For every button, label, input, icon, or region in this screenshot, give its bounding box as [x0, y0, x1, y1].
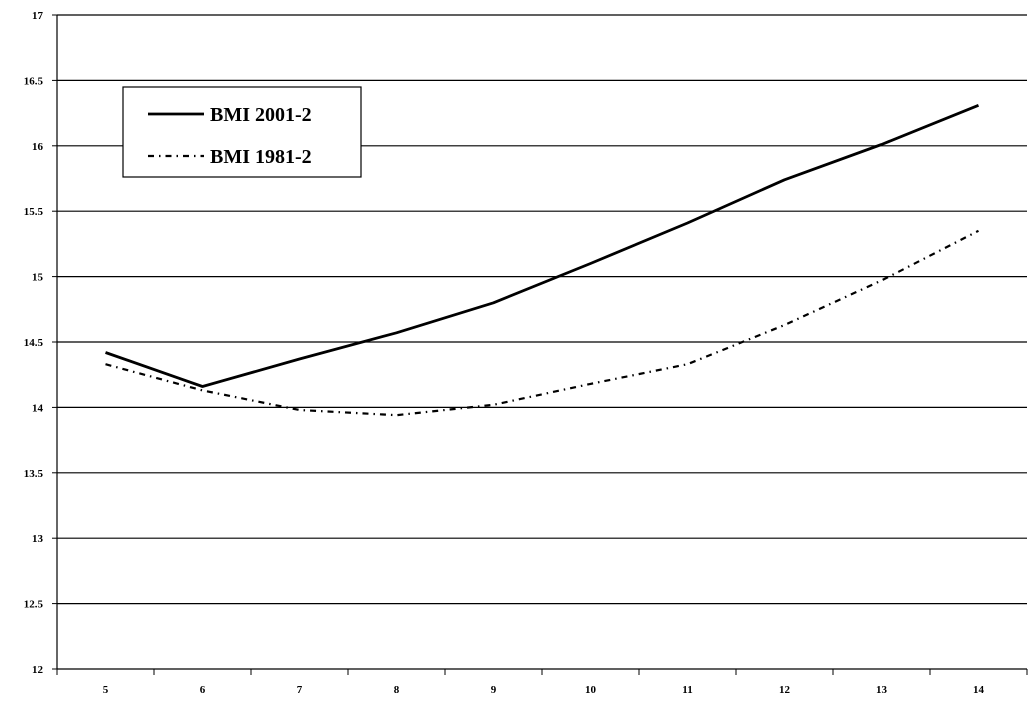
- legend-label-bmi-1981-2: BMI 1981-2: [210, 146, 312, 168]
- series-line-0: [105, 104, 980, 388]
- x-tick-label: 13: [876, 684, 888, 696]
- y-tick-label: 14.5: [24, 337, 44, 349]
- y-tick-label: 14: [32, 402, 44, 414]
- series-lines: [105, 104, 980, 417]
- y-tick-label: 13.5: [24, 468, 44, 480]
- y-tick-label: 12.5: [24, 599, 44, 611]
- y-tick-label: 15: [32, 272, 44, 284]
- x-tick-label: 5: [103, 684, 109, 696]
- y-tick-label: 16.5: [24, 75, 44, 87]
- x-tick-label: 12: [779, 684, 791, 696]
- y-tick-label: 17: [32, 10, 44, 22]
- legend-box: [122, 86, 362, 178]
- legend: BMI 2001-2 BMI 1981-2: [122, 86, 362, 178]
- y-tick-label: 12: [32, 664, 44, 676]
- series-line-1: [105, 229, 980, 417]
- x-axis-ticks: 5 6 7 8 9 10 11 12 13 14: [56, 669, 1028, 696]
- x-tick-label: 8: [394, 684, 400, 696]
- y-tick-label: 16: [32, 141, 44, 153]
- x-tick-label: 6: [200, 684, 206, 696]
- x-tick-label: 7: [297, 684, 303, 696]
- gridlines: [57, 14, 1027, 605]
- x-tick-label: 14: [973, 684, 985, 696]
- legend-label-bmi-2001-2: BMI 2001-2: [210, 104, 312, 126]
- x-tick-label: 11: [682, 684, 692, 696]
- x-tick-label: 10: [585, 684, 597, 696]
- y-axis-ticks: 12 12.5 13 13.5 14 14.5 15 15.5 16 16.5 17: [24, 10, 57, 676]
- y-tick-label: 15.5: [24, 206, 44, 218]
- y-tick-label: 13: [32, 533, 44, 545]
- x-tick-label: 9: [491, 684, 497, 696]
